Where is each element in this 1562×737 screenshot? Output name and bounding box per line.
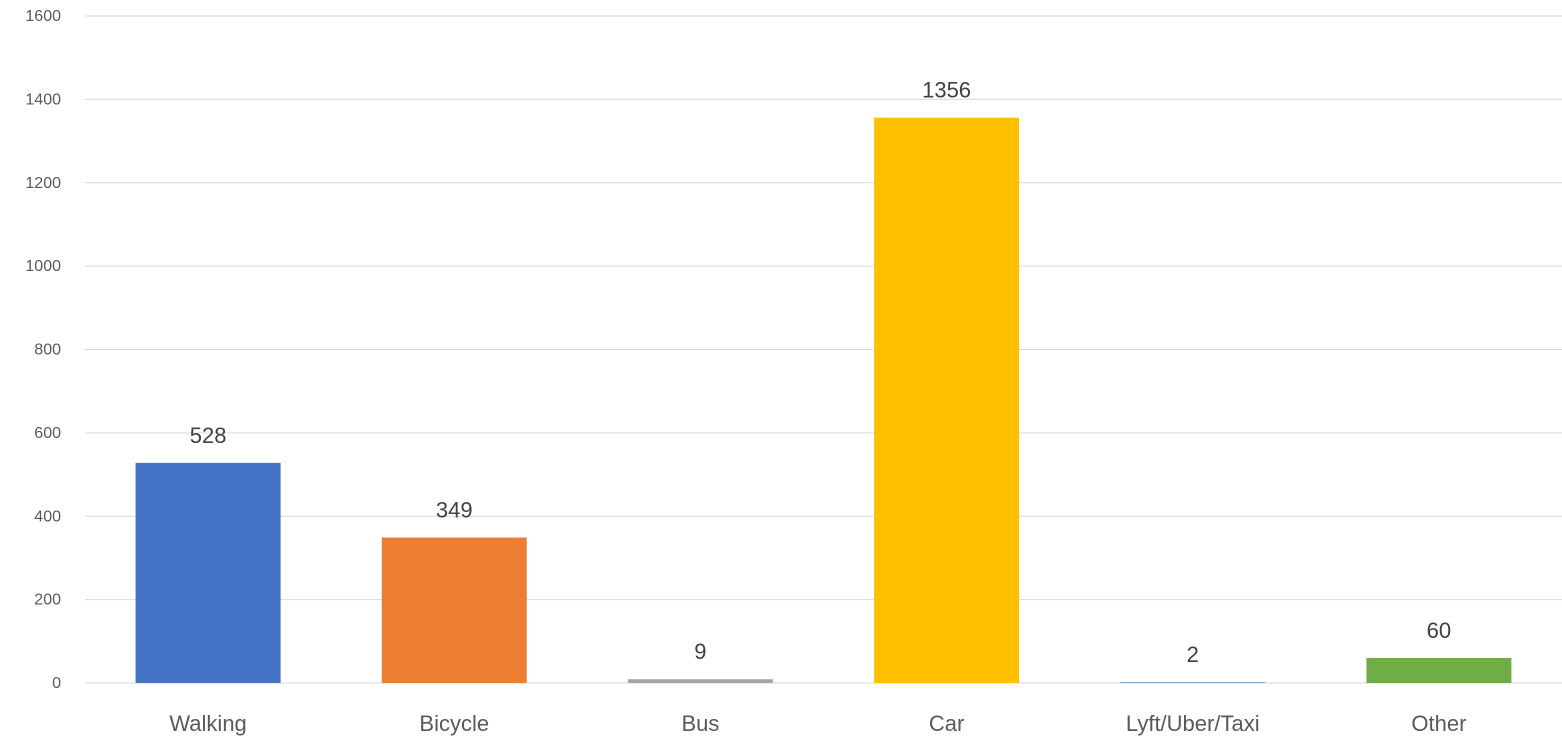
- bar-lyft-uber-taxi: [1120, 682, 1266, 683]
- data-labels: 528 349 9 1356 2 60: [190, 78, 1451, 667]
- bar-car: [874, 117, 1020, 683]
- y-tick-label: 600: [34, 425, 61, 442]
- y-tick-label: 1400: [25, 91, 61, 108]
- bar-other: [1366, 657, 1512, 683]
- bars: [135, 117, 1512, 683]
- data-label: 9: [694, 639, 706, 664]
- x-category-label: Walking: [169, 711, 246, 736]
- data-label: 1356: [922, 78, 971, 103]
- data-label: 528: [190, 423, 227, 448]
- bar-bicycle: [381, 537, 527, 683]
- x-category-label: Car: [929, 711, 964, 736]
- x-axis-categories: Walking Bicycle Bus Car Lyft/Uber/Taxi Other: [169, 711, 1466, 736]
- x-category-label: Bicycle: [419, 711, 489, 736]
- x-category-label: Lyft/Uber/Taxi: [1126, 711, 1260, 736]
- y-tick-label: 200: [34, 592, 61, 609]
- data-label: 349: [436, 498, 473, 523]
- y-axis-ticks: 0 200 400 600 800 1000 1200 1400 1600: [25, 8, 61, 692]
- y-tick-label: 0: [52, 675, 61, 692]
- data-label: 60: [1427, 618, 1451, 643]
- y-tick-label: 1000: [25, 258, 61, 275]
- y-tick-label: 1600: [25, 8, 61, 25]
- y-tick-label: 1200: [25, 175, 61, 192]
- data-label: 2: [1187, 642, 1199, 667]
- gridlines: [85, 15, 1562, 684]
- bar-bus: [627, 679, 773, 683]
- y-tick-label: 400: [34, 508, 61, 525]
- y-tick-label: 800: [34, 342, 61, 359]
- x-category-label: Other: [1411, 711, 1466, 736]
- bar-walking: [135, 462, 281, 683]
- x-category-label: Bus: [681, 711, 719, 736]
